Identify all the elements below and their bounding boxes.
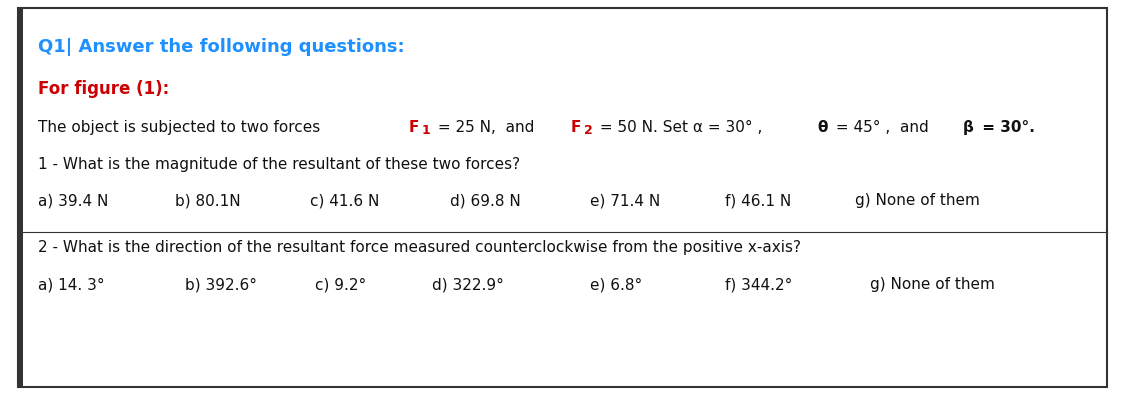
Text: e) 71.4 N: e) 71.4 N — [590, 193, 660, 208]
Text: a) 14. 3°: a) 14. 3° — [38, 277, 105, 292]
Text: 1: 1 — [422, 124, 431, 137]
Text: f) 344.2°: f) 344.2° — [724, 277, 792, 292]
Text: f) 46.1 N: f) 46.1 N — [724, 193, 791, 208]
Text: = 45° ,  and: = 45° , and — [830, 120, 934, 135]
Text: Q1| Answer the following questions:: Q1| Answer the following questions: — [38, 38, 405, 56]
Text: F: F — [570, 120, 580, 135]
Text: = 50 N. Set α = 30° ,: = 50 N. Set α = 30° , — [595, 120, 767, 135]
Text: c) 41.6 N: c) 41.6 N — [310, 193, 379, 208]
Bar — [18, 8, 22, 387]
Text: = 30°.: = 30°. — [976, 120, 1035, 135]
Text: 2 - What is the direction of the resultant force measured counterclockwise from : 2 - What is the direction of the resulta… — [38, 240, 801, 255]
Text: β: β — [963, 120, 974, 135]
Text: a) 39.4 N: a) 39.4 N — [38, 193, 108, 208]
Text: b) 392.6°: b) 392.6° — [184, 277, 256, 292]
Text: θ: θ — [817, 120, 828, 135]
Text: F: F — [408, 120, 418, 135]
Text: = 25 N,  and: = 25 N, and — [433, 120, 539, 135]
Text: d) 322.9°: d) 322.9° — [432, 277, 504, 292]
Text: The object is subjected to two forces: The object is subjected to two forces — [38, 120, 325, 135]
Text: 2: 2 — [584, 124, 593, 137]
Text: b) 80.1N: b) 80.1N — [176, 193, 241, 208]
Text: 1 - What is the magnitude of the resultant of these two forces?: 1 - What is the magnitude of the resulta… — [38, 157, 520, 172]
Text: g) None of them: g) None of them — [855, 193, 980, 208]
Text: c) 9.2°: c) 9.2° — [315, 277, 367, 292]
Text: For figure (1):: For figure (1): — [38, 80, 169, 98]
Text: d) 69.8 N: d) 69.8 N — [450, 193, 521, 208]
Text: e) 6.8°: e) 6.8° — [590, 277, 642, 292]
Text: g) None of them: g) None of them — [870, 277, 994, 292]
